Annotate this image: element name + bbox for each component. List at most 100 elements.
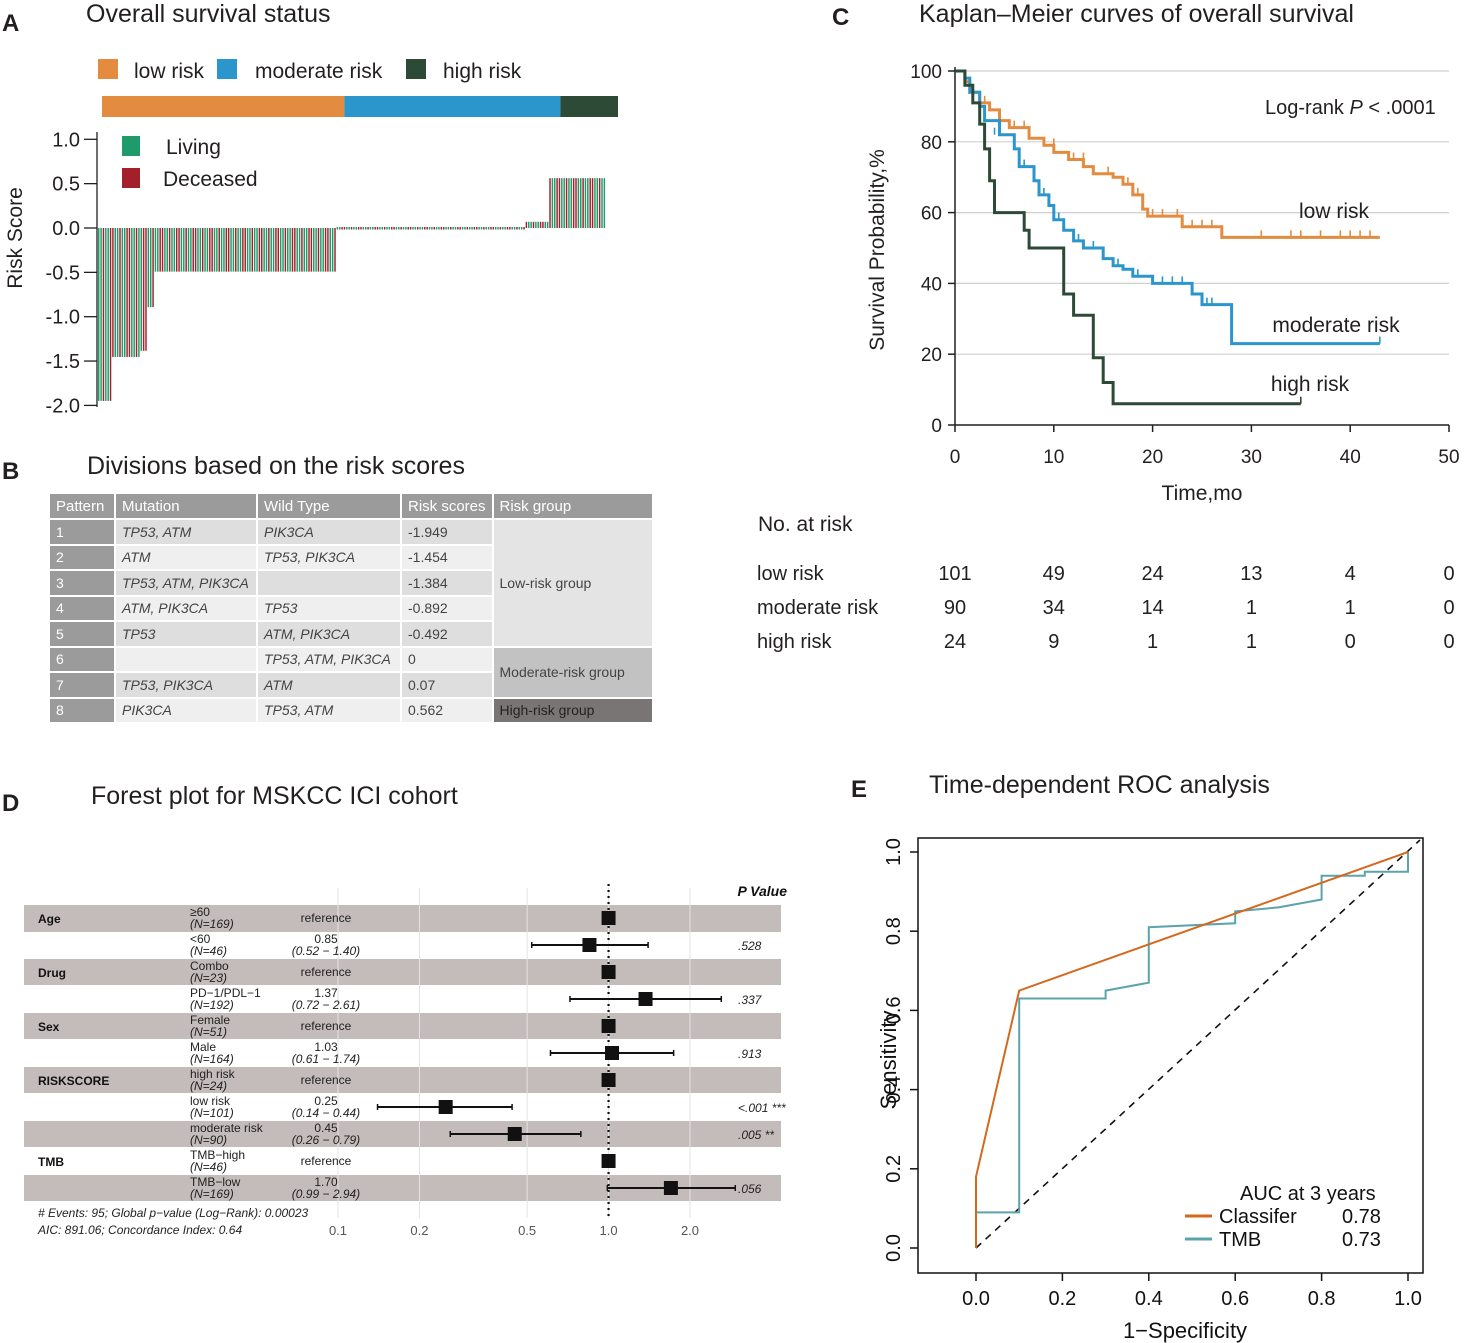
risk-score-bar [227, 228, 230, 272]
row-band-light [24, 932, 781, 958]
risk-table-value: 4 [1345, 563, 1356, 585]
risk-score-bar [594, 178, 596, 228]
risk-score-bar [584, 178, 587, 228]
risk-score-bar [485, 227, 487, 230]
risk-score-bar [114, 228, 116, 357]
hazard-ratio-point [438, 1100, 453, 1114]
risk-score-bar [367, 227, 369, 230]
risk-score-bar [128, 228, 131, 357]
level-label: PD−1/PDL−1 [190, 986, 261, 1000]
row-band [24, 1067, 781, 1093]
risk-score-bar [251, 228, 254, 272]
risk-score-bar [369, 227, 372, 230]
risk-score-bar [528, 221, 530, 228]
mutation-cell: ATM, PIK3CA [116, 596, 256, 622]
risk-score-bar [428, 227, 431, 230]
y-axis-label: Sensitivity [876, 1010, 901, 1109]
risk-score-bar [334, 228, 336, 272]
risk-score-bar [313, 228, 315, 272]
risk-score-bar [173, 228, 176, 272]
p-value-header: P Value [737, 883, 787, 899]
pattern-cell: 1 [50, 520, 114, 546]
y-axis-label: Risk Score [4, 187, 27, 289]
risk-score-bar [473, 227, 476, 230]
risk-score-bar [320, 228, 322, 272]
risk-score-bar [570, 178, 573, 228]
p-value: .005 ** [738, 1128, 774, 1142]
curve-label: low risk [1299, 200, 1370, 223]
risk-division-table: Pattern Mutation Wild Type Risk scores R… [48, 494, 654, 724]
panel-d-title: Forest plot for MSKCC ICI cohort [91, 782, 458, 810]
pattern-cell: 7 [50, 673, 114, 699]
risk-score-bar [580, 178, 582, 228]
risk-table-value: 1 [1345, 597, 1356, 619]
risk-score-bar [504, 227, 506, 230]
y-tick-label: -1.5 [46, 351, 80, 373]
risk-score-bar [523, 227, 525, 230]
risk-score-bar [329, 228, 332, 272]
risk-score-bar [357, 227, 360, 230]
hazard-ratio-point [601, 911, 616, 925]
n-label: (N=46) [190, 944, 227, 958]
mutation-cell: TP53, ATM [116, 520, 256, 546]
y-tick-label: 0.5 [52, 174, 80, 196]
risk-score-waterfall-chart: low risk moderate risk high risk 1.0 0.5 0.0 -… [4, 59, 618, 417]
p-value: .056 [738, 1182, 762, 1196]
risk-score-bar [287, 228, 289, 272]
risk-score-bar [360, 227, 362, 230]
p-value: <.001 *** [738, 1101, 786, 1115]
risk-score-bar [145, 228, 147, 351]
panel-b-title: Divisions based on the risk scores [87, 452, 465, 480]
level-label: <60 [190, 932, 211, 946]
risk-score-bar [551, 178, 554, 228]
risk-score-bar [554, 178, 556, 228]
wild-type-cell [258, 571, 400, 597]
risk-score-bar [598, 178, 601, 228]
risk-score-bar [350, 227, 353, 230]
header-pattern: Pattern [50, 494, 114, 520]
hr-value: reference [301, 911, 352, 925]
risk-score-bar [348, 227, 350, 230]
panel-letter-e: E [851, 776, 868, 803]
risk-score-bar [497, 227, 499, 230]
y-tick-label: 1.0 [52, 129, 80, 151]
risk-table-value: 0 [1443, 597, 1454, 619]
risk-score-bar [346, 227, 348, 230]
panel-c-title: Kaplan–Meier curves of overall survival [919, 0, 1354, 28]
risk-score-bar [98, 228, 100, 401]
risk-group-high-cell: High-risk group [493, 698, 652, 724]
risk-score-bar [261, 228, 263, 272]
risk-score-bar [185, 228, 187, 272]
km-curve-moderate-risk [955, 69, 1380, 346]
risk-score-cell: 0.07 [402, 673, 492, 699]
y-tick-label: 80 [921, 133, 942, 154]
p-value: .528 [738, 939, 762, 953]
x-tick-label: 30 [1241, 447, 1262, 468]
table-row: 7 TP53, PIK3CA ATM 0.07 [50, 673, 652, 699]
panel-e: E Time-dependent ROC analysis 0.0 0.2 0.4 0… [840, 760, 1467, 1343]
risk-score-bar [187, 228, 190, 272]
risk-score-bar [520, 227, 523, 230]
risk-score-bar [102, 228, 105, 401]
ci-value: (0.14 − 0.44) [292, 1106, 360, 1120]
panel-d: D Forest plot for MSKCC ICI cohort P Val… [0, 770, 820, 1250]
risk-score-bar [270, 228, 272, 272]
x-tick-label: 10 [1043, 447, 1064, 468]
risk-score-bar [390, 227, 393, 230]
row-band [24, 1121, 781, 1147]
level-label: Male [190, 1040, 216, 1054]
risk-score-bar [563, 178, 565, 228]
pattern-cell: 3 [50, 571, 114, 597]
risk-score-bar [237, 228, 239, 272]
risk-score-bar [499, 227, 502, 230]
risk-score-bar [591, 178, 594, 228]
risk-score-bar [383, 227, 386, 230]
panel-letter-d: D [2, 790, 20, 817]
pattern-cell: 5 [50, 622, 114, 648]
risk-score-cell: 0 [402, 647, 492, 673]
risk-score-bar [310, 228, 313, 272]
risk-score-bar [256, 228, 258, 272]
risk-table-value: 0 [1345, 631, 1356, 653]
hazard-ratio-point [582, 938, 597, 952]
